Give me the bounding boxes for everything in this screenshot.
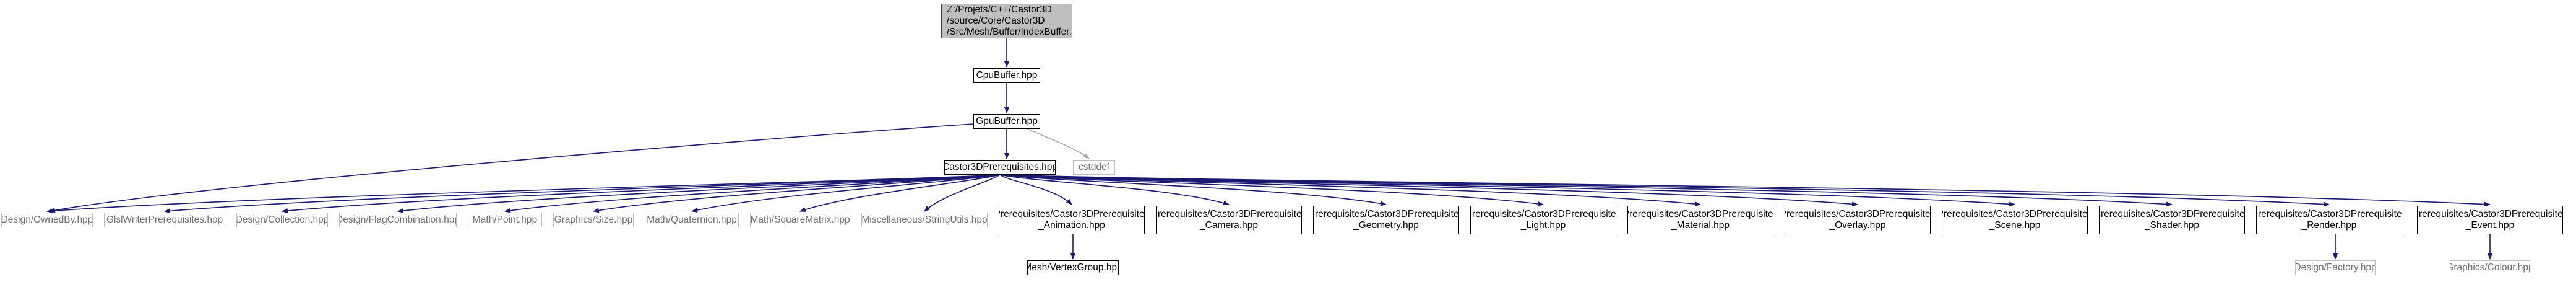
edge-gpubuffer-ownedby [49,123,974,213]
node-cpubuffer[interactable]: CpuBuffer.hpp [973,68,1040,83]
edge-prereq-squarematrix [799,174,1001,212]
node-stringutils: Miscellaneous/StringUtils.hpp [861,213,988,227]
edge-prereq-material [999,174,1701,207]
edge-prereq-animation [999,174,1072,205]
edge-prereq-stringutils [924,174,1001,212]
edge-prereq-point [504,174,1001,213]
edge-prereq-collection [282,174,1001,214]
edge-prereq-geometry [999,174,1387,206]
node-point: Math/Point.hpp [468,213,542,227]
edge-prereq-light [999,174,1544,206]
node-vertexgroup[interactable]: Mesh/VertexGroup.hpp [1027,260,1119,275]
node-ownedby: Design/OwnedBy.hpp [1,213,93,227]
edge-prereq-flagcomb [397,174,1001,213]
node-prerequisites-material[interactable]: Prerequisites/Castor3DPrerequisites _Mat… [1627,206,1773,234]
edge-prereq-quaternion [691,174,1001,213]
node-glslwriterprerequisites: GlslWriterPrerequisites.hpp [104,213,225,227]
node-prerequisites-shader[interactable]: Prerequisites/Castor3DPrerequisites _Sha… [2099,206,2245,234]
node-prerequisites-scene[interactable]: Prerequisites/Castor3DPrerequisites _Sce… [1942,206,2088,234]
node-gpubuffer[interactable]: GpuBuffer.hpp [973,114,1040,129]
node-collection: Design/Collection.hpp [236,213,328,227]
node-prerequisites-event[interactable]: Prerequisites/Castor3DPrerequisites _Eve… [2417,206,2563,234]
node-prerequisites-render[interactable]: Prerequisites/Castor3DPrerequisites _Ren… [2256,206,2402,234]
node-prerequisites-light[interactable]: Prerequisites/Castor3DPrerequisites _Lig… [1470,206,1616,234]
node-prerequisites-overlay[interactable]: Prerequisites/Castor3DPrerequisites _Ove… [1785,206,1931,234]
edge-prereq-event [999,174,2491,207]
node-prerequisites-camera[interactable]: Prerequisites/Castor3DPrerequisites _Cam… [1156,206,1302,234]
node-size: Graphics/Size.hpp [553,213,634,227]
node-colour: Graphics/Colour.hpp [2450,260,2530,275]
edge-prereq-size [593,174,1001,213]
node-squarematrix: Math/SquareMatrix.hpp [750,213,850,227]
dependency-edges [46,38,2492,260]
node-factory: Design/Factory.hpp [2295,260,2376,275]
node-quaternion: Math/Quaternion.hpp [645,213,739,227]
node-prerequisites-geometry[interactable]: Prerequisites/Castor3DPrerequisites _Geo… [1313,206,1459,234]
node-castor3dprerequisites[interactable]: Castor3DPrerequisites.hpp [944,160,1056,175]
node-cstddef: cstddef [1073,160,1115,175]
node-prerequisites-animation[interactable]: Prerequisites/Castor3DPrerequisites _Ani… [999,206,1145,234]
node-flagcombination: Design/FlagCombination.hpp [339,213,457,227]
node-indexbuffer-root: Z:/Projets/C++/Castor3D /source/Core/Cas… [941,4,1072,38]
edge-gpubuffer-cstddef [1027,128,1090,159]
edge-prereq-overlay [999,174,1858,207]
edge-prereq-camera [999,174,1230,206]
